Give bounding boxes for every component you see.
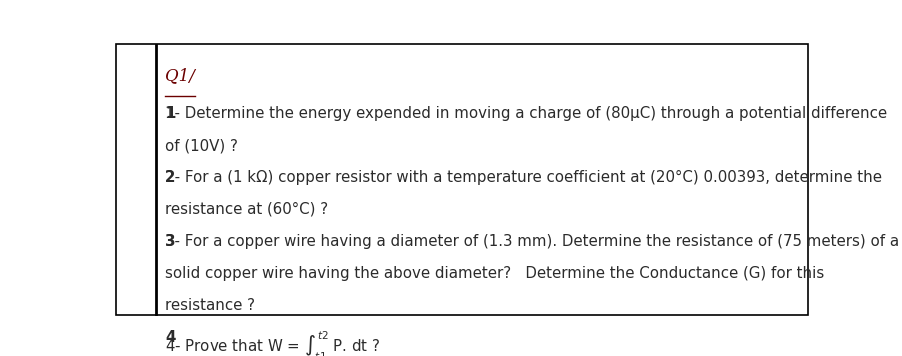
Text: 1- Determine the energy expended in moving a charge of (80μC) through a potentia: 1- Determine the energy expended in movi… xyxy=(165,106,888,121)
Text: 3: 3 xyxy=(165,234,176,248)
Text: resistance at (60°C) ?: resistance at (60°C) ? xyxy=(165,202,328,217)
Text: resistance ?: resistance ? xyxy=(165,298,255,313)
Text: solid copper wire having the above diameter?   Determine the Conductance (G) for: solid copper wire having the above diame… xyxy=(165,266,824,281)
Text: 3- For a copper wire having a diameter of (1.3 mm). Determine the resistance of : 3- For a copper wire having a diameter o… xyxy=(165,234,899,248)
Text: 4- Prove that W = $\int_{t1}^{t2}$ P. dt ?: 4- Prove that W = $\int_{t1}^{t2}$ P. dt… xyxy=(165,330,381,356)
Text: 1: 1 xyxy=(165,106,176,121)
Text: Q1/: Q1/ xyxy=(165,67,195,84)
Text: of (10V) ?: of (10V) ? xyxy=(165,138,238,153)
Text: 2- For a (1 kΩ) copper resistor with a temperature coefficient at (20°C) 0.00393: 2- For a (1 kΩ) copper resistor with a t… xyxy=(165,170,882,185)
Text: 2: 2 xyxy=(165,170,176,185)
Text: 4: 4 xyxy=(165,330,176,345)
